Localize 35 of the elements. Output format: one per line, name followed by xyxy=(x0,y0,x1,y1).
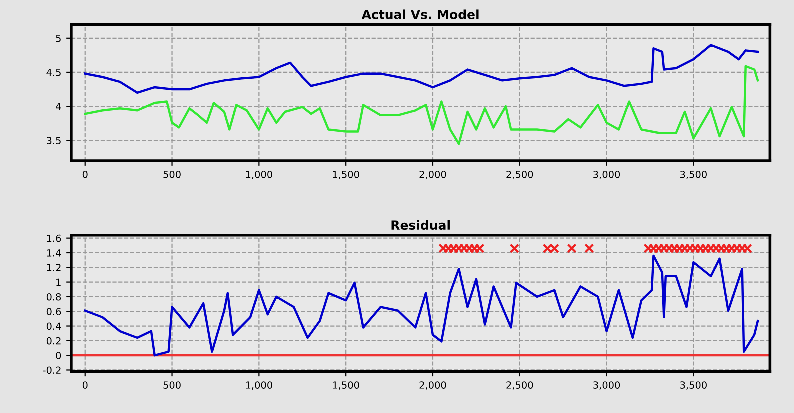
x-tick-label: 1,500 xyxy=(333,382,360,390)
x-tick-label: 2,500 xyxy=(506,382,534,390)
line-series xyxy=(84,254,760,357)
y-tick-label: 4.5 xyxy=(46,69,61,76)
x-tick-label: 3,500 xyxy=(680,170,707,180)
line-series xyxy=(84,44,760,94)
x-tick-label: 0 xyxy=(82,170,88,178)
x-tick-label: 0 xyxy=(82,382,88,389)
y-tick-label: 1 xyxy=(56,278,61,286)
chart-title: Actual Vs. Model xyxy=(362,10,479,20)
y-tick-label: 1.2 xyxy=(47,264,61,272)
x-tick-label: 3,000 xyxy=(594,170,620,180)
x-tick-label: 2,500 xyxy=(506,170,534,180)
y-tick-label: 0.6 xyxy=(46,308,62,316)
x-tick-label: 1,500 xyxy=(333,170,360,180)
x-tick-label: 500 xyxy=(164,170,181,178)
y-tick-label: 0.8 xyxy=(46,293,62,301)
x-tick-label: 2,000 xyxy=(420,382,446,390)
y-tick-label: 3.5 xyxy=(47,137,61,144)
x-tick-label: 1,000 xyxy=(246,170,272,180)
chart-title: Residual xyxy=(392,220,450,230)
x-tick-label: 1,000 xyxy=(246,382,272,390)
y-tick-label: 1.4 xyxy=(47,250,62,257)
x-tick-label: 500 xyxy=(164,382,181,389)
x-tick-label: 2,000 xyxy=(420,170,446,180)
y-tick-label: 1.6 xyxy=(47,234,62,242)
x-tick-label: 3,000 xyxy=(594,382,620,390)
y-tick-label: 0.2 xyxy=(46,337,61,345)
y-tick-label: 4 xyxy=(56,103,62,110)
y-tick-label: 0.4 xyxy=(46,322,62,330)
y-tick-label: -0.2 xyxy=(43,366,61,374)
y-tick-label: 5 xyxy=(56,35,61,42)
line-series xyxy=(84,65,760,146)
y-tick-label: 0 xyxy=(56,352,62,360)
x-tick-label: 3,500 xyxy=(680,382,707,390)
